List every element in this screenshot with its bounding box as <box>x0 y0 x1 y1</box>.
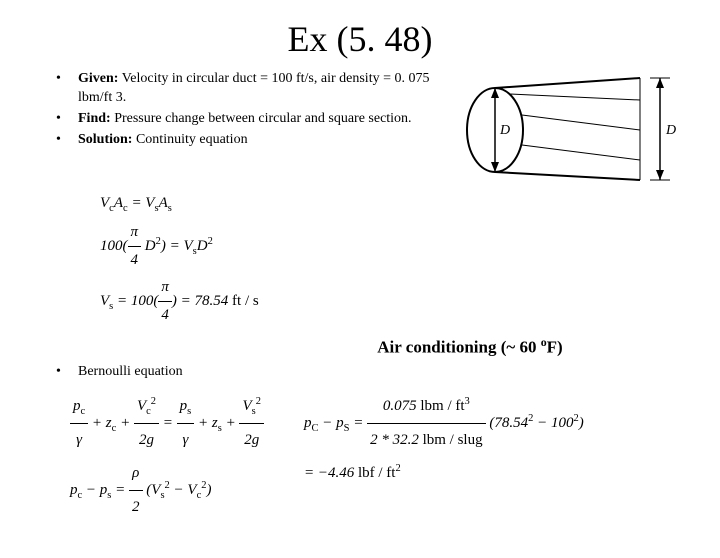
diagram-label-d-center: D <box>499 123 510 138</box>
equation-line: = −4.46 lbf / ft2 <box>304 457 584 490</box>
equation-line: Vs = 100(π4) = 78.54 ft / s <box>100 274 720 329</box>
equation-col-left: pcγ + zc + Vc22g = psγ + zs + Vs22g pc −… <box>70 390 264 524</box>
bullet-text: Bernoulli equation <box>78 364 183 379</box>
equation-line: pcγ + zc + Vc22g = psγ + zs + Vs22g <box>70 390 264 457</box>
equation-row-2: pcγ + zc + Vc22g = psγ + zs + Vs22g pc −… <box>0 380 720 524</box>
bullet-text: Pressure change between circular and squ… <box>114 111 411 126</box>
equation-col-right: pC − pS = 0.075 lbm / ft32 * 32.2 lbm / … <box>304 390 584 524</box>
bullet-list-2: Bernoulli equation <box>0 364 720 380</box>
bullet-text: Velocity in circular duct = 100 ft/s, ai… <box>78 71 429 105</box>
list-item: Given: Velocity in circular duct = 100 f… <box>50 70 430 108</box>
bullet-text: Continuity equation <box>136 132 248 147</box>
bullet-list-1: Given: Velocity in circular duct = 100 f… <box>30 70 430 190</box>
equation-line: pC − pS = 0.075 lbm / ft32 * 32.2 lbm / … <box>304 390 584 457</box>
air-conditioning-note: Air conditioning (~ 60 oF) <box>220 335 720 358</box>
upper-row: Given: Velocity in circular duct = 100 f… <box>0 70 720 190</box>
duct-diagram: D D <box>450 70 680 190</box>
list-item: Solution: Continuity equation <box>50 131 430 150</box>
equation-block-1: VcAc = VsAs 100(π4 D2) = VsD2 Vs = 100(π… <box>0 190 720 329</box>
page-title: Ex (5. 48) <box>0 18 720 60</box>
diagram-label-d-right: D <box>665 123 676 138</box>
equation-line: VcAc = VsAs <box>100 190 720 219</box>
list-item: Bernoulli equation <box>50 364 720 380</box>
list-item: Find: Pressure change between circular a… <box>50 110 430 129</box>
equation-line: 100(π4 D2) = VsD2 <box>100 219 720 274</box>
bullet-label: Find: <box>78 111 111 126</box>
equation-line: pc − ps = ρ2 (Vs2 − Vc2) <box>70 457 264 524</box>
bullet-label: Given: <box>78 71 118 86</box>
bullet-label: Solution: <box>78 132 132 147</box>
